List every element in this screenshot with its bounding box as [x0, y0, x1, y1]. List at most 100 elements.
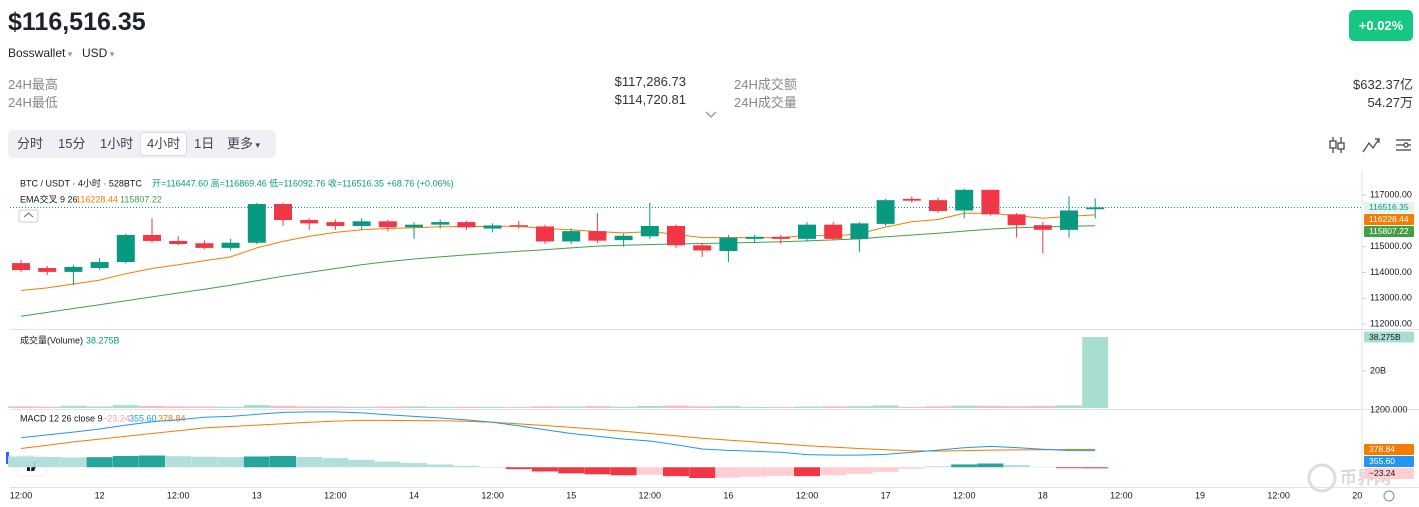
- x-tick-label: 19: [1195, 490, 1205, 500]
- macd-histogram-bar: [1003, 464, 1030, 468]
- candle-body: [431, 222, 450, 225]
- candle-body: [378, 221, 397, 228]
- candle-body: [981, 189, 1000, 215]
- toolbar-icons: [1329, 137, 1411, 153]
- volume-legend-value: 38.275B: [86, 335, 120, 345]
- volume-bar: [1056, 405, 1082, 408]
- interval-tab[interactable]: 1日: [194, 136, 215, 151]
- ema-slow-legend: 115807.22: [120, 194, 162, 204]
- expand-chevron[interactable]: [704, 110, 718, 120]
- y-tick-label: 117000.00: [1370, 189, 1412, 199]
- interval-tab[interactable]: 4小时: [140, 132, 188, 156]
- volume-bar: [846, 406, 873, 408]
- candle-body: [274, 204, 292, 221]
- interval-tab[interactable]: 1小时: [100, 136, 134, 151]
- candle-body: [693, 245, 712, 251]
- x-tick-label: 14: [409, 490, 419, 500]
- candle-body: [1060, 210, 1078, 230]
- candle-body: [64, 266, 83, 272]
- macd-histogram-bar: [898, 467, 925, 469]
- candle-body: [247, 204, 266, 243]
- volume-bar: [898, 406, 925, 408]
- candle-body: [562, 231, 581, 242]
- frame: [10, 170, 1419, 488]
- axis-tag-label: 116516.35: [1369, 202, 1409, 212]
- x-tick-label: 12: [95, 490, 105, 500]
- macd-legend-hist: −23.24: [102, 413, 130, 423]
- axis-tag: [1364, 455, 1414, 467]
- settings-icon[interactable]: [1396, 139, 1411, 151]
- collapse-button[interactable]: [18, 209, 39, 223]
- indicator-icon[interactable]: [1362, 138, 1380, 153]
- macd-histogram-bar: [532, 467, 558, 472]
- candle-body: [902, 198, 921, 201]
- macd-histogram-bar: [846, 467, 873, 474]
- candle-body: [745, 236, 764, 239]
- macd-histogram-bar: [610, 467, 637, 476]
- volume-bar: [820, 406, 847, 408]
- candle-body: [38, 268, 57, 272]
- y-tick-label: 112000.00: [1370, 318, 1412, 328]
- macd-legend: MACD 12 26 close 9: [20, 413, 103, 423]
- macd-histogram-bar: [1056, 467, 1082, 469]
- axis-tag: [1364, 443, 1414, 455]
- ema-fast-line: [20, 212, 1096, 291]
- candle-body: [12, 263, 30, 271]
- stat-value: $632.37亿: [1353, 77, 1413, 92]
- timezone-icon[interactable]: [1383, 490, 1395, 502]
- candle-body: [352, 221, 371, 226]
- candle-body: [405, 224, 423, 228]
- volume-bar: [8, 406, 34, 408]
- volume-bar: [1029, 405, 1056, 408]
- x-tick-label: 12:00: [953, 490, 976, 500]
- interval-tabs: 分时 15分 1小时 4小时 1日 更多 ▾: [8, 130, 276, 158]
- candle-body: [667, 225, 685, 246]
- macd-histogram-bar: [34, 456, 61, 468]
- volume-bar: [401, 406, 427, 408]
- macd-histogram-bar: [872, 467, 899, 472]
- wallet-select[interactable]: Bosswallet: [8, 46, 72, 60]
- currency-select[interactable]: USD: [82, 46, 114, 60]
- y-tick-label: 113000.00: [1370, 293, 1412, 303]
- stat-label: 24H最低: [8, 95, 58, 110]
- volume-bar: [34, 406, 61, 408]
- stat-label: 24H成交量: [734, 95, 797, 110]
- x-tick-label: 13: [252, 490, 262, 500]
- macd-histogram-bar: [322, 458, 349, 468]
- candle-body: [326, 222, 345, 226]
- macd-histogram-bar: [663, 467, 689, 477]
- stat-label: 24H最高: [8, 77, 58, 92]
- volume-bar: [663, 405, 689, 408]
- macd-histogram-bar: [165, 456, 192, 468]
- macd-histogram-bar: [794, 467, 820, 477]
- candle-icon[interactable]: [1329, 137, 1345, 153]
- interval-tab[interactable]: 15分: [58, 136, 86, 151]
- watermark-logo: [1307, 463, 1337, 493]
- scroll-handle[interactable]: [6, 452, 9, 464]
- y-tick-label: 114000.00: [1370, 267, 1412, 277]
- volume-bar: [453, 406, 480, 408]
- ohlc-legend: 开=116447.60 高=116869.46 低=116092.76 收=11…: [152, 177, 454, 188]
- candle-body: [116, 234, 135, 263]
- macd-histogram-bar: [925, 466, 951, 468]
- candle-body: [850, 223, 869, 239]
- candle-body: [143, 234, 161, 241]
- candle-body: [457, 222, 476, 228]
- interval-tab[interactable]: 分时: [17, 136, 44, 151]
- candle-body: [1033, 225, 1052, 230]
- candle-body: [955, 189, 974, 211]
- volume-bar: [374, 406, 401, 408]
- axis-tag-label: 38.275B: [1369, 332, 1401, 342]
- interval-tab[interactable]: 更多 ▾: [227, 136, 261, 151]
- macd-histogram-bar: [977, 463, 1004, 468]
- axis-tag: [1364, 225, 1414, 237]
- volume-bar: [243, 405, 270, 408]
- volume-bar: [610, 406, 637, 408]
- ema-fast-legend: 116228.44: [76, 194, 118, 204]
- volume-bar: [112, 405, 139, 408]
- volume-bar: [715, 406, 742, 408]
- x-tick-label: 20: [1352, 490, 1362, 500]
- macd-histogram-bar: [348, 459, 375, 468]
- volume-bar: [872, 405, 899, 408]
